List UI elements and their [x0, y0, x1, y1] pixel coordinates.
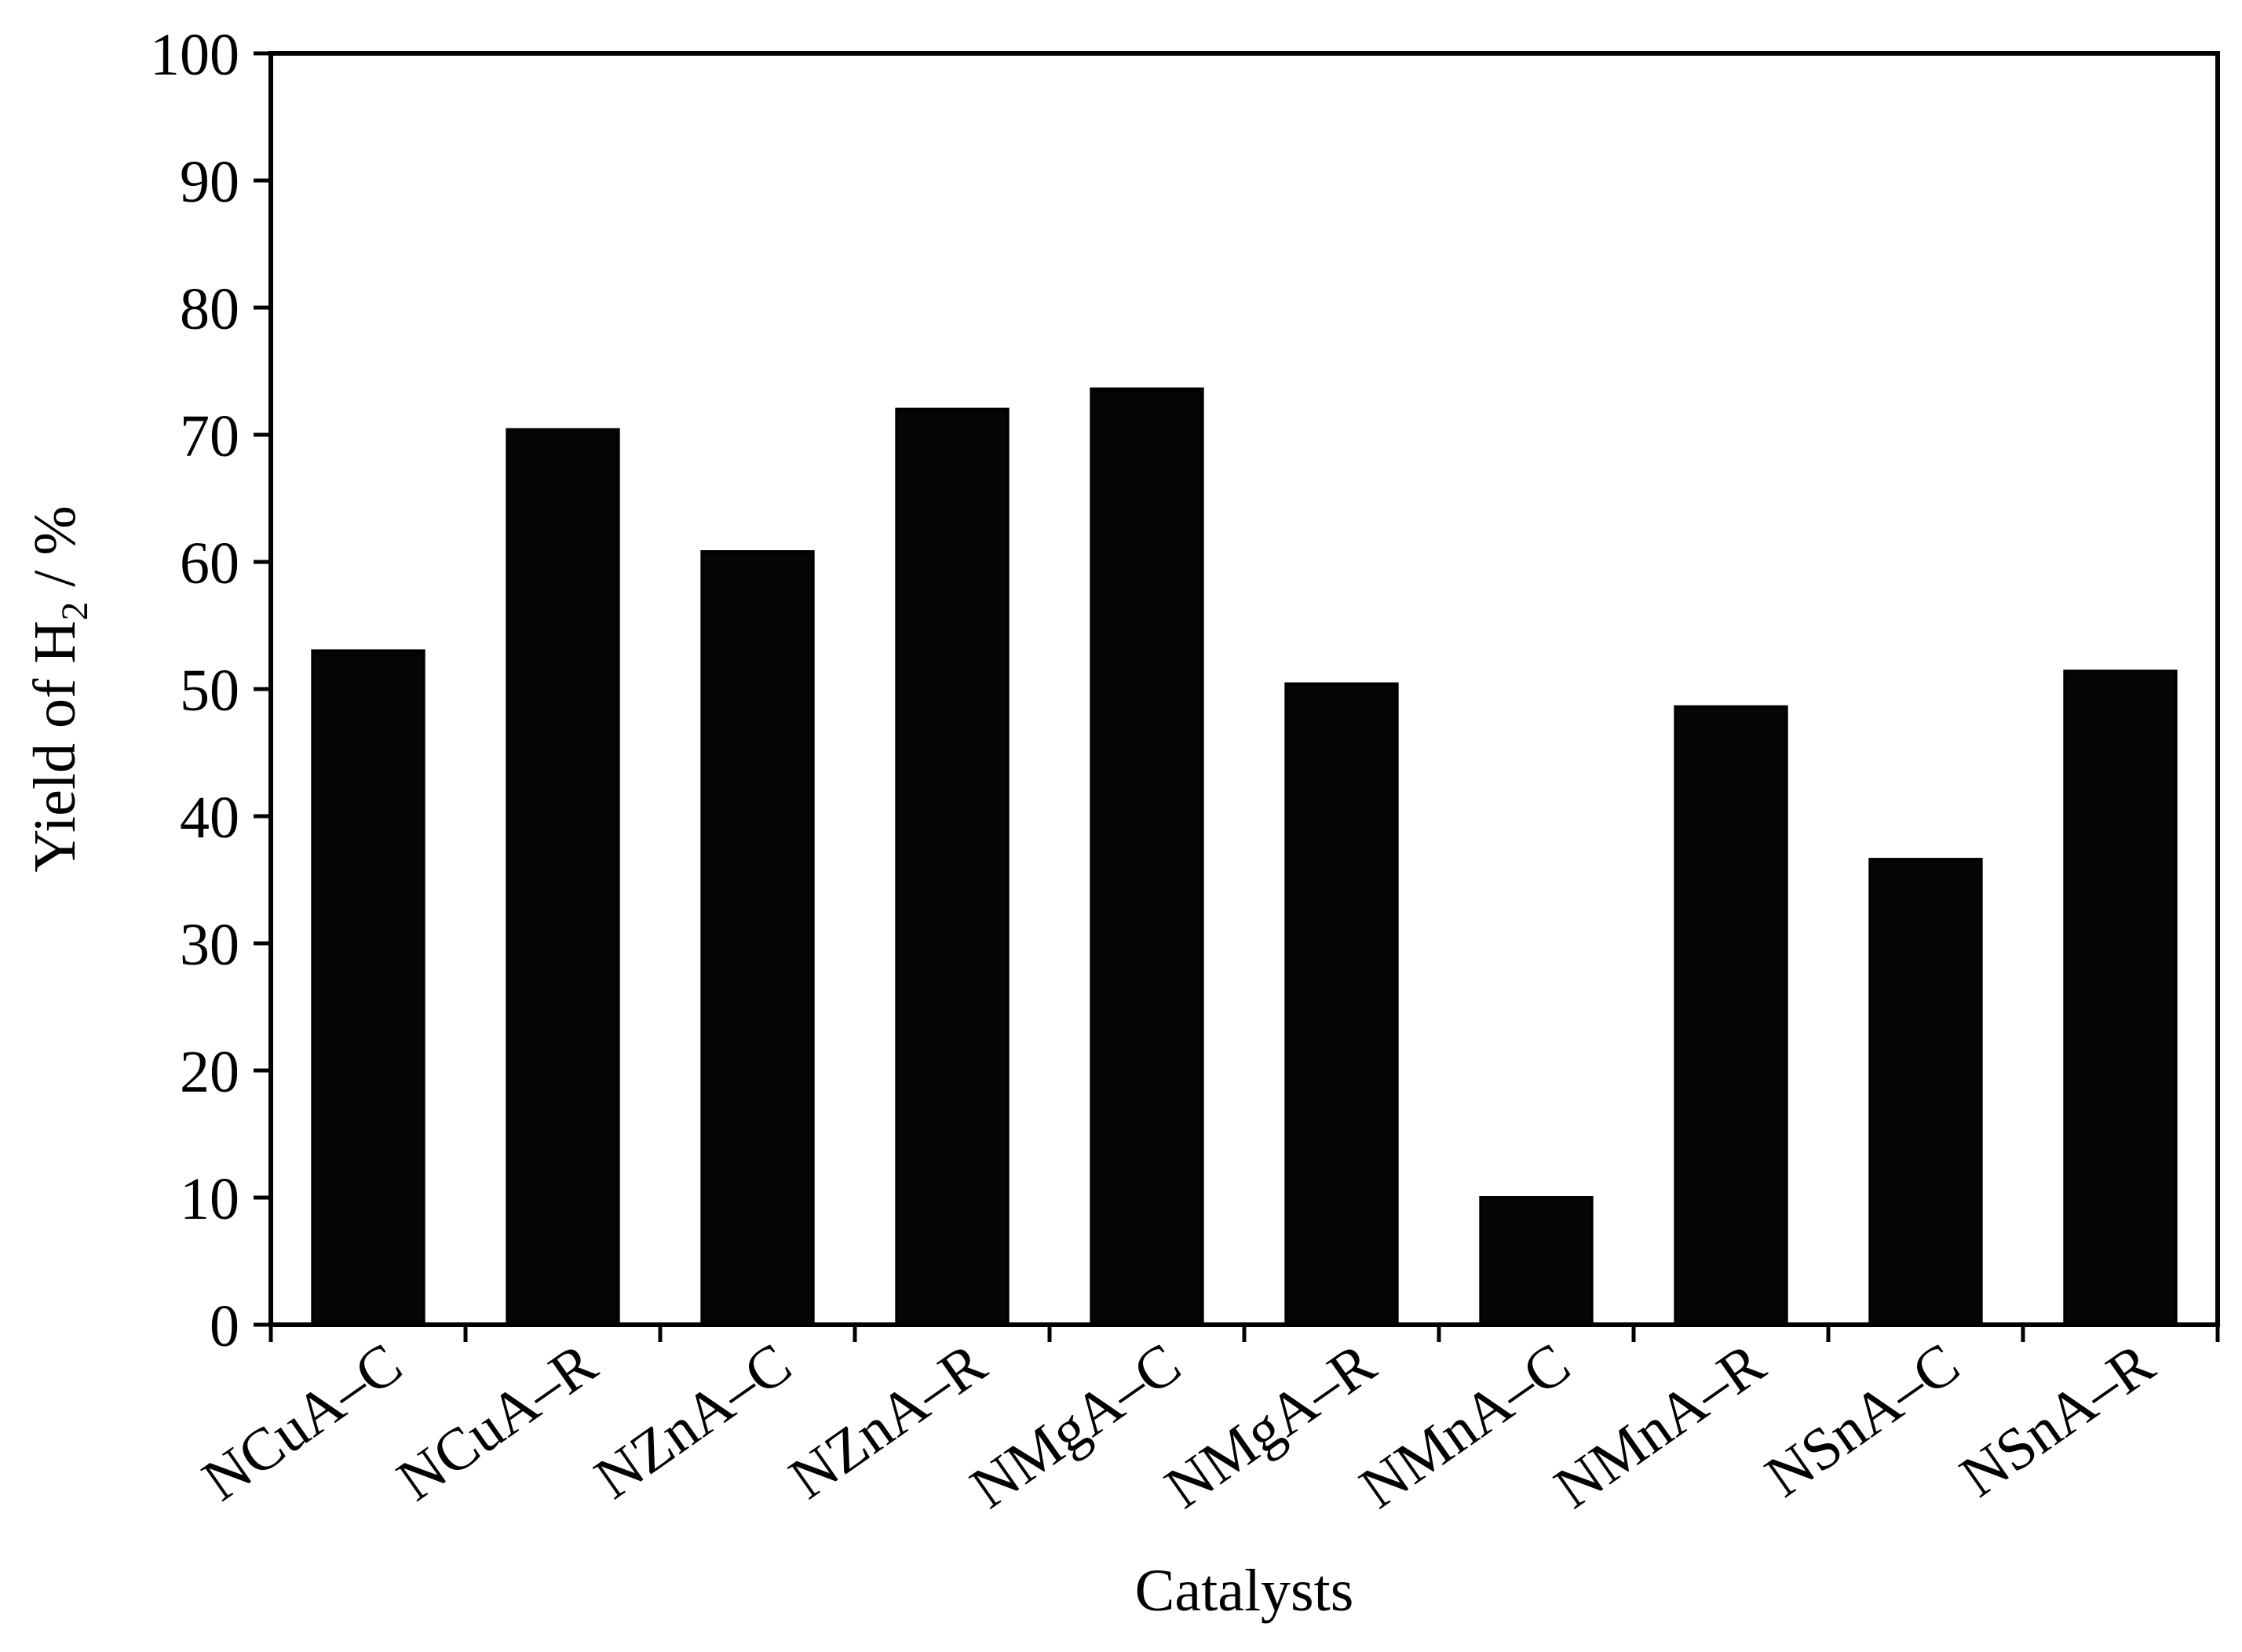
x-tick-label: NMgA–R: [1154, 1330, 1387, 1521]
y-tick-label: 70: [180, 403, 239, 469]
x-ticks-layer: NCuA–CNCuA–RNZnA–CNZnA–RNMgA–CNMgA–RNMnA…: [191, 1325, 2220, 1521]
y-tick-label: 0: [210, 1293, 239, 1359]
x-tick-label: NMnA–C: [1349, 1330, 1582, 1521]
bar-nzna-r: [895, 407, 1010, 1326]
bar-nzna-c: [700, 550, 815, 1326]
y-axis-title-suffix: / %: [22, 505, 88, 601]
y-tick-label: 20: [180, 1039, 239, 1105]
y-tick-label: 90: [180, 149, 239, 215]
x-tick-label: NMnA–R: [1543, 1330, 1776, 1521]
bar-ncua-r: [506, 428, 620, 1326]
x-tick-label: NMgA–C: [959, 1330, 1192, 1521]
y-tick-label: 40: [180, 785, 239, 851]
bar-nsna-r: [2063, 669, 2178, 1326]
bar-nmna-c: [1479, 1196, 1594, 1326]
y-tick-label: 100: [150, 22, 239, 88]
y-tick-label: 60: [180, 531, 239, 596]
y-tick-label: 10: [180, 1166, 239, 1232]
y-ticks-layer: 0 10 20 30 40 50 60 70 80 90 100: [150, 22, 271, 1359]
bar-nmga-r: [1284, 682, 1399, 1326]
y-axis-title-subscript: 2: [54, 602, 96, 621]
y-axis-title-main: Yield of H: [22, 621, 88, 873]
y-axis-title: Yield of H2 / %: [22, 505, 96, 872]
y-tick-label: 30: [180, 912, 239, 978]
y-tick-label: 80: [180, 276, 239, 342]
x-tick-label: NSnA–C: [1754, 1330, 1971, 1510]
x-tick-label: NSnA–R: [1948, 1330, 2166, 1510]
y-tick-label: 50: [180, 658, 239, 724]
x-tick-label: NZnA–R: [778, 1330, 998, 1512]
x-tick-label: NZnA–C: [583, 1330, 803, 1512]
bar-nmna-r: [1674, 705, 1788, 1326]
bar-nsna-c: [1868, 858, 1983, 1326]
x-tick-label: NCuA–R: [385, 1330, 608, 1514]
bar-nmga-c: [1090, 387, 1204, 1326]
bars-layer: [311, 387, 2178, 1326]
bar-ncua-c: [311, 649, 425, 1326]
x-axis-title: Catalysts: [1135, 1558, 1354, 1624]
